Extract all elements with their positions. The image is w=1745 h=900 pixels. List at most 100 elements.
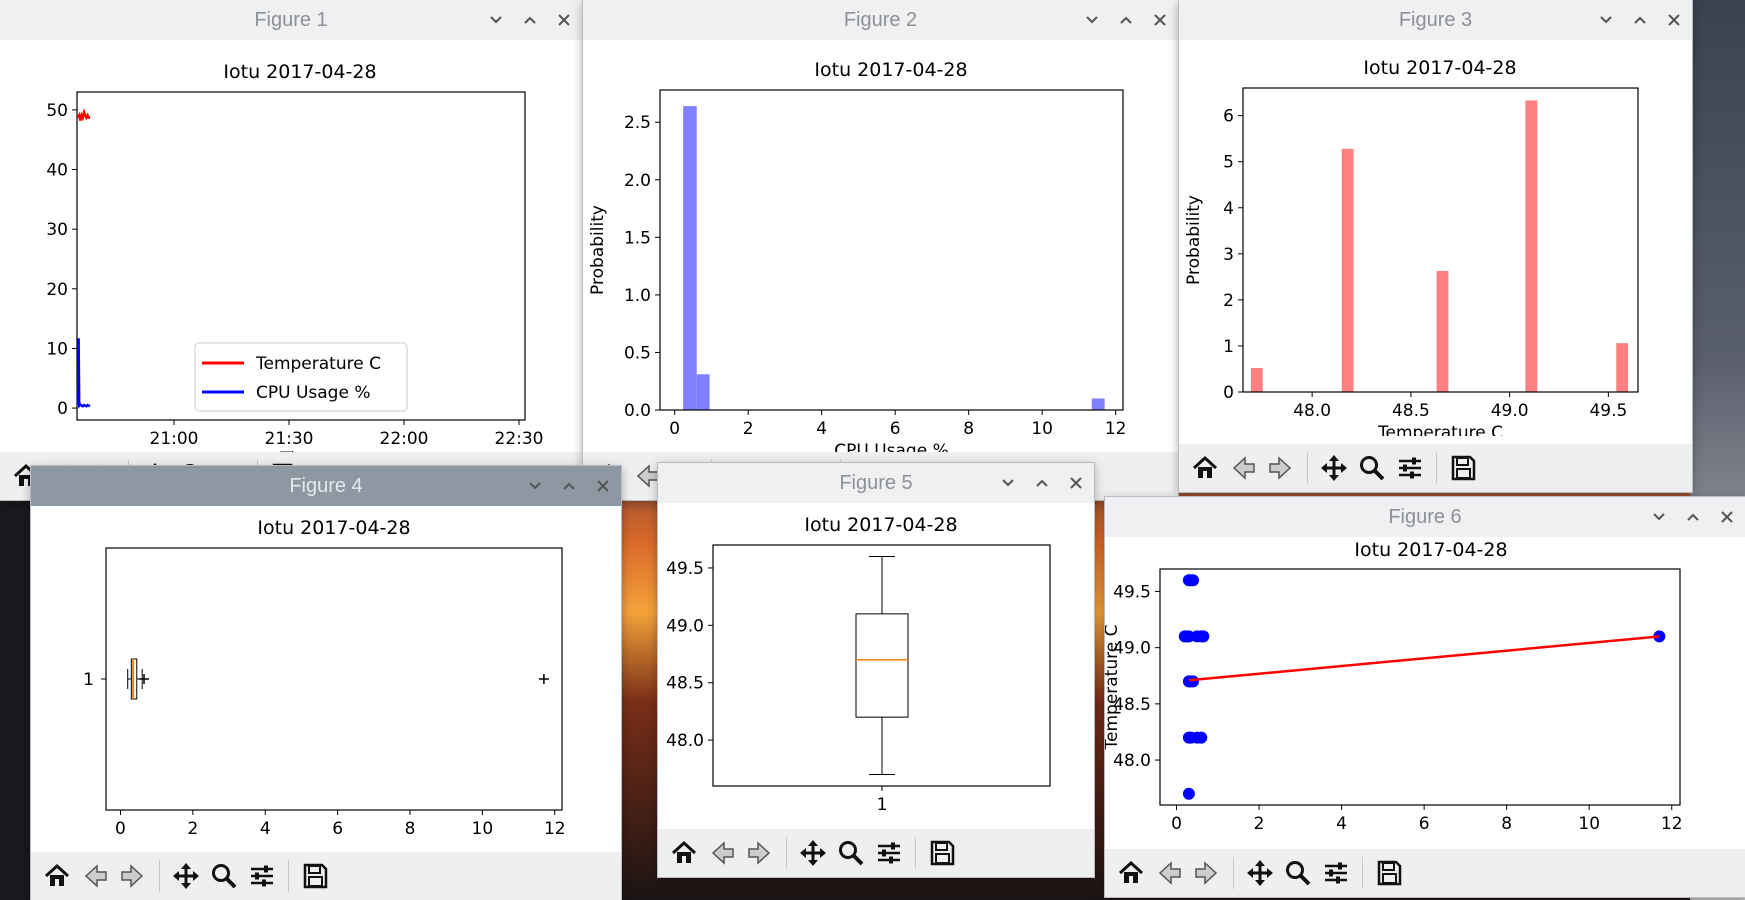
y-tick-label: 3 xyxy=(1223,245,1234,265)
home-icon[interactable] xyxy=(1113,855,1149,891)
maximize-chevron-icon[interactable] xyxy=(1116,10,1136,30)
figure-5-plot[interactable]: Iotu 2017-04-28 48.0 48.5 49.0 49.5 1 xyxy=(658,503,1094,829)
save-icon[interactable] xyxy=(1445,450,1481,486)
back-arrow-icon[interactable] xyxy=(1225,450,1261,486)
legend: Temperature C CPU Usage % xyxy=(194,342,408,412)
pan-icon[interactable] xyxy=(1316,450,1352,486)
figure-4-plot[interactable]: Iotu 2017-04-28 1 0 2 4 6 8 10 12 xyxy=(31,506,621,852)
figure-5-window: Figure 5 Iotu 2017-04-28 48.0 48.5 49.0 49.5… xyxy=(658,463,1094,877)
home-icon[interactable] xyxy=(39,858,75,894)
x-axis-label: Temperature C xyxy=(1377,423,1503,436)
scatter-point xyxy=(1182,630,1195,643)
close-icon[interactable] xyxy=(1066,473,1086,493)
y-tick-label: 4 xyxy=(1223,199,1234,219)
scatter-point xyxy=(1182,787,1195,800)
save-icon[interactable] xyxy=(1371,855,1407,891)
configure-subplots-icon[interactable] xyxy=(1392,450,1428,486)
minimize-chevron-icon[interactable] xyxy=(525,476,545,496)
y-tick-label: 1.5 xyxy=(624,228,651,248)
x-axis-label: CPU Usage % xyxy=(834,441,949,452)
figure-2-titlebar[interactable]: Figure 2 xyxy=(583,0,1178,40)
y-tick-label: 2.0 xyxy=(624,171,651,191)
x-tick-label: 21:00 xyxy=(150,429,199,449)
save-icon[interactable] xyxy=(924,835,960,871)
zoom-icon[interactable] xyxy=(206,858,242,894)
figure-4-titlebar[interactable]: Figure 4 xyxy=(31,466,621,506)
forward-arrow-icon[interactable] xyxy=(1263,450,1299,486)
zoom-icon[interactable] xyxy=(1354,450,1390,486)
x-tick-label: 1 xyxy=(877,795,888,815)
forward-arrow-icon[interactable] xyxy=(1189,855,1225,891)
y-tick-label: 5 xyxy=(1223,153,1234,173)
figure-5-toolbar xyxy=(658,829,1094,877)
configure-subplots-icon[interactable] xyxy=(244,858,280,894)
home-icon[interactable] xyxy=(666,835,702,871)
minimize-chevron-icon[interactable] xyxy=(1649,507,1669,527)
zoom-icon[interactable] xyxy=(833,835,869,871)
figure-1-titlebar[interactable]: Figure 1 xyxy=(0,0,582,40)
maximize-chevron-icon[interactable] xyxy=(520,10,540,30)
figure-6-titlebar[interactable]: Figure 6 xyxy=(1105,497,1745,537)
x-tick-label: 49.0 xyxy=(1491,401,1529,421)
zoom-icon[interactable] xyxy=(1280,855,1316,891)
forward-arrow-icon[interactable] xyxy=(742,835,778,871)
x-tick-label: 10 xyxy=(1578,814,1600,834)
minimize-chevron-icon[interactable] xyxy=(998,473,1018,493)
x-tick-label: 49.5 xyxy=(1589,401,1627,421)
figure-6-window: Figure 6 Iotu 2017-04-28 48.0 48.5 49.0 49.5… xyxy=(1105,497,1745,897)
back-arrow-icon[interactable] xyxy=(1151,855,1187,891)
configure-subplots-icon[interactable] xyxy=(1318,855,1354,891)
y-tick-label: 48.0 xyxy=(1113,751,1151,771)
save-icon[interactable] xyxy=(297,858,333,894)
x-tick-label: 8 xyxy=(963,419,974,439)
y-axis-label: Probability xyxy=(588,205,608,295)
x-tick-label: 10 xyxy=(472,819,494,839)
figure-3-plot[interactable]: Iotu 2017-04-28 0 1 2 3 4 5 6 48.0 48.5 49.0 49.5 Te… xyxy=(1179,40,1692,436)
y-tick-label: 40 xyxy=(46,161,68,181)
figure-3-titlebar[interactable]: Figure 3 xyxy=(1179,0,1692,40)
figure-1-plot[interactable]: Iotu 2017-04-28 0 10 20 30 40 50 21:00 21:30 22:0… xyxy=(0,40,582,452)
minimize-chevron-icon[interactable] xyxy=(1082,10,1102,30)
axes-frame xyxy=(76,91,526,421)
toolbar-separator xyxy=(1307,452,1308,484)
maximize-chevron-icon[interactable] xyxy=(1630,10,1650,30)
close-icon[interactable] xyxy=(1717,507,1737,527)
pan-icon[interactable] xyxy=(1242,855,1278,891)
x-tick-label: 8 xyxy=(1501,814,1512,834)
back-arrow-icon[interactable] xyxy=(629,458,665,494)
maximize-chevron-icon[interactable] xyxy=(1032,473,1052,493)
window-title: Figure 5 xyxy=(839,471,913,494)
toolbar-separator xyxy=(288,860,289,892)
axes-frame xyxy=(1159,568,1681,806)
x-tick-label: 6 xyxy=(332,819,343,839)
window-title: Figure 2 xyxy=(843,8,918,31)
legend-label: CPU Usage % xyxy=(256,383,371,403)
close-icon[interactable] xyxy=(593,476,613,496)
figure-5-titlebar[interactable]: Figure 5 xyxy=(658,463,1094,503)
chart-title: Iotu 2017-04-28 xyxy=(223,61,376,83)
trend-line xyxy=(1188,635,1660,682)
y-tick-label: 48.0 xyxy=(666,731,704,751)
pan-icon[interactable] xyxy=(168,858,204,894)
maximize-chevron-icon[interactable] xyxy=(559,476,579,496)
configure-subplots-icon[interactable] xyxy=(871,835,907,871)
window-title: Figure 6 xyxy=(1388,505,1462,528)
x-tick-label: 2 xyxy=(187,819,198,839)
figure-2-plot[interactable]: Iotu 2017-04-28 0.0 0.5 1.0 1.5 2.0 2.5 0 2 4 6 8 10… xyxy=(583,40,1178,452)
maximize-chevron-icon[interactable] xyxy=(1683,507,1703,527)
minimize-chevron-icon[interactable] xyxy=(486,10,506,30)
back-arrow-icon[interactable] xyxy=(77,858,113,894)
back-arrow-icon[interactable] xyxy=(704,835,740,871)
pan-icon[interactable] xyxy=(795,835,831,871)
x-tick-label: 12 xyxy=(544,819,566,839)
box xyxy=(855,613,909,718)
close-icon[interactable] xyxy=(554,10,574,30)
close-icon[interactable] xyxy=(1664,10,1684,30)
y-tick-label: 2 xyxy=(1223,291,1234,311)
home-icon[interactable] xyxy=(1187,450,1223,486)
minimize-chevron-icon[interactable] xyxy=(1596,10,1616,30)
close-icon[interactable] xyxy=(1150,10,1170,30)
histogram-bar xyxy=(1436,270,1449,392)
figure-6-plot[interactable]: Iotu 2017-04-28 48.0 48.5 49.0 49.5 0 2 4 6 8 10 12… xyxy=(1105,537,1745,849)
forward-arrow-icon[interactable] xyxy=(115,858,151,894)
